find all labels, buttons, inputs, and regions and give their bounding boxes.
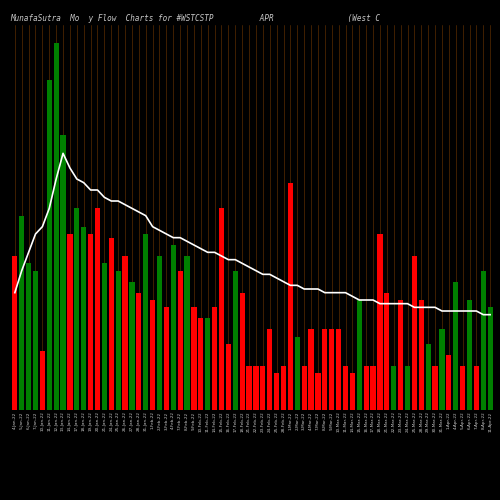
Text: MunafaSutra  Mo  y Flow  Charts for #WSTCSTP          APR                (West C: MunafaSutra Mo y Flow Charts for #WSTCST… xyxy=(10,14,380,23)
Bar xyxy=(170,245,176,410)
Bar xyxy=(46,80,52,410)
Bar xyxy=(308,330,314,410)
Bar xyxy=(205,318,210,410)
Bar xyxy=(40,352,45,410)
Bar xyxy=(108,238,114,410)
Bar xyxy=(356,300,362,410)
Bar xyxy=(474,366,479,410)
Bar xyxy=(432,366,438,410)
Bar xyxy=(480,270,486,410)
Bar xyxy=(136,292,141,410)
Bar xyxy=(88,234,93,410)
Bar xyxy=(398,300,403,410)
Bar xyxy=(260,366,266,410)
Bar xyxy=(178,270,182,410)
Bar xyxy=(74,208,80,410)
Bar xyxy=(54,44,59,410)
Bar xyxy=(232,270,238,410)
Bar xyxy=(102,264,107,410)
Bar xyxy=(226,344,231,410)
Bar xyxy=(212,308,217,410)
Bar xyxy=(81,226,86,410)
Bar xyxy=(254,366,258,410)
Bar xyxy=(294,336,300,410)
Bar xyxy=(274,374,279,410)
Bar xyxy=(33,270,38,410)
Bar xyxy=(68,234,72,410)
Bar xyxy=(322,330,328,410)
Bar xyxy=(198,318,203,410)
Bar xyxy=(426,344,431,410)
Bar xyxy=(130,282,134,410)
Bar xyxy=(19,216,24,410)
Bar xyxy=(60,135,66,410)
Bar xyxy=(26,264,31,410)
Bar xyxy=(418,300,424,410)
Bar xyxy=(467,300,472,410)
Bar xyxy=(412,256,417,410)
Bar xyxy=(364,366,369,410)
Bar xyxy=(302,366,307,410)
Bar xyxy=(95,208,100,410)
Bar xyxy=(157,256,162,410)
Bar xyxy=(116,270,120,410)
Bar xyxy=(122,256,128,410)
Bar xyxy=(150,300,155,410)
Bar xyxy=(336,330,341,410)
Bar xyxy=(343,366,348,410)
Bar xyxy=(391,366,396,410)
Bar xyxy=(143,234,148,410)
Bar xyxy=(246,366,252,410)
Bar xyxy=(267,330,272,410)
Bar xyxy=(446,355,452,410)
Bar xyxy=(384,292,390,410)
Bar xyxy=(488,308,493,410)
Bar xyxy=(192,308,196,410)
Bar xyxy=(316,374,320,410)
Bar xyxy=(164,308,169,410)
Bar xyxy=(405,366,410,410)
Bar xyxy=(329,330,334,410)
Bar xyxy=(240,292,244,410)
Bar xyxy=(378,234,382,410)
Bar xyxy=(12,256,18,410)
Bar xyxy=(281,366,286,410)
Bar xyxy=(288,182,293,410)
Bar xyxy=(184,256,190,410)
Bar xyxy=(460,366,465,410)
Bar xyxy=(370,366,376,410)
Bar xyxy=(350,374,355,410)
Bar xyxy=(453,282,458,410)
Bar xyxy=(440,330,444,410)
Bar xyxy=(219,208,224,410)
